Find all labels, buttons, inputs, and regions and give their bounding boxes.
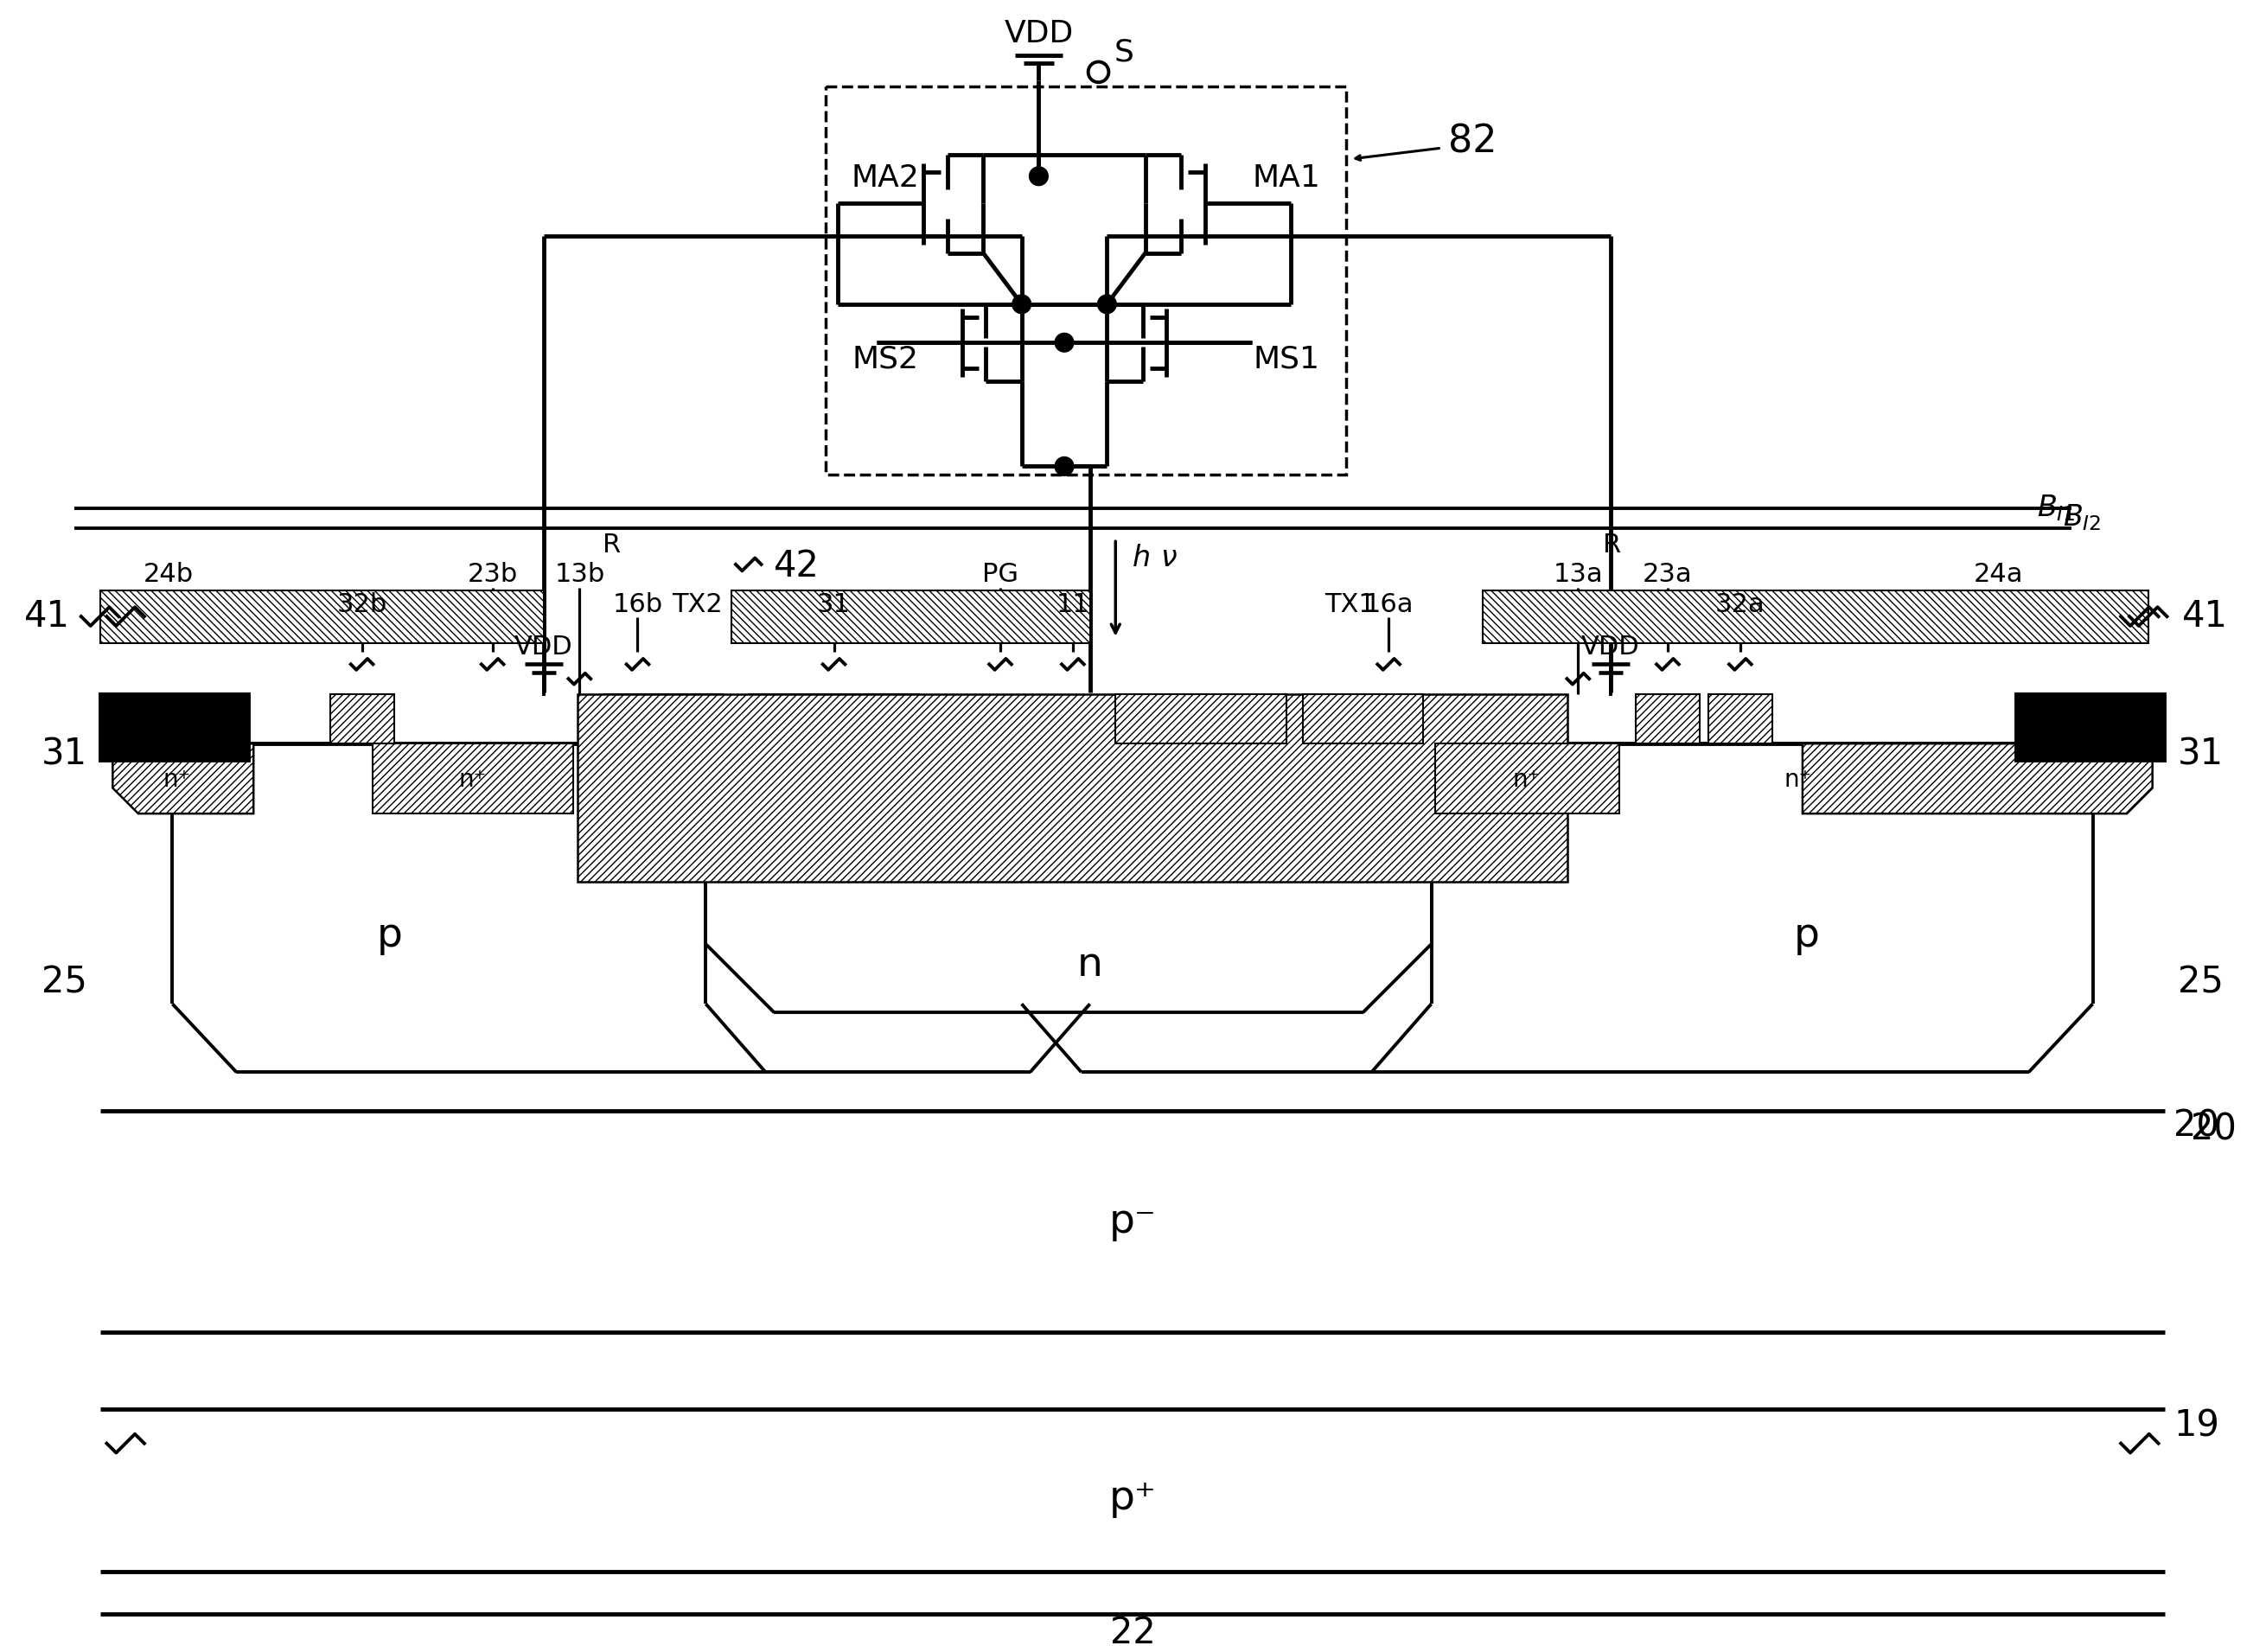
Text: 24b: 24b: [143, 562, 193, 586]
Text: n⁺: n⁺: [163, 768, 190, 791]
Text: 24a: 24a: [1974, 562, 2024, 586]
Bar: [578, 694, 1568, 882]
Text: 32b: 32b: [338, 591, 387, 618]
Bar: [1437, 743, 1618, 813]
Text: h: h: [1133, 544, 1151, 572]
Circle shape: [1097, 294, 1117, 314]
Text: 42: 42: [775, 548, 820, 585]
Bar: [1636, 694, 1700, 743]
Text: $B_{I2}$: $B_{I2}$: [2062, 502, 2101, 534]
Text: 22: 22: [1110, 1614, 1156, 1650]
Text: S: S: [1115, 38, 1133, 68]
Text: 13b: 13b: [555, 562, 605, 586]
Text: TX1: TX1: [1326, 591, 1375, 618]
Text: 82: 82: [1448, 124, 1498, 160]
Text: 20: 20: [2191, 1112, 2237, 1148]
Text: 32a: 32a: [1715, 591, 1765, 618]
Text: n⁺: n⁺: [460, 768, 487, 791]
Bar: [331, 694, 394, 743]
Text: 13a: 13a: [1552, 562, 1602, 586]
Bar: [100, 694, 249, 760]
Text: p: p: [376, 917, 403, 955]
Text: 11: 11: [1056, 591, 1090, 618]
Text: 31: 31: [2178, 735, 2223, 771]
Text: 41: 41: [25, 598, 70, 634]
Bar: [748, 694, 920, 743]
Text: p: p: [1795, 917, 1820, 955]
Circle shape: [1029, 167, 1049, 185]
Text: VDD: VDD: [1582, 634, 1641, 659]
Bar: [2017, 694, 2166, 760]
Bar: [603, 694, 723, 743]
Text: 41: 41: [2182, 598, 2227, 634]
Bar: [1115, 694, 1287, 743]
Bar: [100, 590, 544, 643]
Text: MA1: MA1: [1253, 164, 1321, 193]
Text: n⁺: n⁺: [1514, 768, 1541, 791]
Text: MS2: MS2: [852, 345, 918, 375]
Bar: [1482, 590, 2148, 643]
Text: 25: 25: [2178, 965, 2223, 1001]
Polygon shape: [1801, 743, 2153, 813]
Text: 31: 31: [41, 735, 86, 771]
Text: n⁺: n⁺: [1783, 768, 1813, 791]
Circle shape: [1013, 294, 1031, 314]
Bar: [825, 86, 1346, 474]
Text: 25: 25: [41, 965, 86, 1001]
Circle shape: [1056, 334, 1074, 352]
Text: MS1: MS1: [1253, 345, 1319, 375]
Text: 19: 19: [2173, 1408, 2218, 1444]
Bar: [374, 743, 573, 813]
Polygon shape: [113, 743, 254, 813]
Text: 16b: 16b: [612, 591, 662, 618]
Text: $B_{I1}$: $B_{I1}$: [2037, 492, 2076, 524]
Text: 20: 20: [2173, 1108, 2218, 1145]
Text: VDD: VDD: [514, 634, 573, 659]
Text: PG: PG: [981, 562, 1017, 586]
Bar: [1709, 694, 1772, 743]
Text: TX2: TX2: [673, 591, 723, 618]
Bar: [732, 590, 1090, 643]
Text: 23b: 23b: [467, 562, 517, 586]
Text: R: R: [1602, 532, 1622, 557]
Circle shape: [1056, 458, 1074, 476]
Bar: [1303, 694, 1423, 743]
Text: p⁺: p⁺: [1108, 1480, 1156, 1518]
Text: p⁻: p⁻: [1108, 1203, 1156, 1241]
Text: R: R: [603, 532, 621, 557]
Text: 31: 31: [818, 591, 850, 618]
Text: MA2: MA2: [852, 164, 920, 193]
Text: VDD: VDD: [1004, 18, 1074, 48]
Text: n: n: [1076, 947, 1104, 985]
Text: ν: ν: [1160, 544, 1176, 572]
Text: 23a: 23a: [1643, 562, 1693, 586]
Text: 16a: 16a: [1364, 591, 1414, 618]
